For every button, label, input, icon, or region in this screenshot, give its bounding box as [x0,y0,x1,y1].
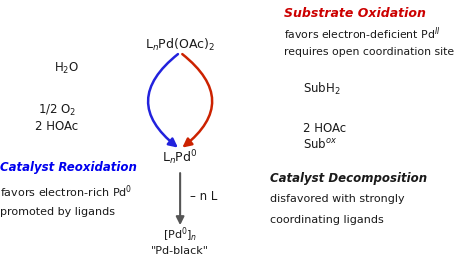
Text: Substrate Oxidation: Substrate Oxidation [284,7,426,20]
Text: L$_n$Pd$^0$: L$_n$Pd$^0$ [162,148,198,167]
Text: requires open coordination site: requires open coordination site [284,47,455,57]
Text: Catalyst Decomposition: Catalyst Decomposition [270,172,427,185]
Text: coordinating ligands: coordinating ligands [270,215,384,225]
Text: [Pd$^0$]$_n$
"Pd-black": [Pd$^0$]$_n$ "Pd-black" [151,226,209,256]
Text: H$_2$O: H$_2$O [54,61,79,76]
Text: Catalyst Reoxidation: Catalyst Reoxidation [0,161,137,174]
Text: L$_n$Pd(OAc)$_2$: L$_n$Pd(OAc)$_2$ [145,36,215,53]
Text: SubH$_2$: SubH$_2$ [303,81,341,97]
Text: favors electron-deficient Pd$^{II}$: favors electron-deficient Pd$^{II}$ [284,26,441,42]
Text: – n L: – n L [190,190,217,203]
Text: 1/2 O$_2$
2 HOAc: 1/2 O$_2$ 2 HOAc [36,103,78,133]
Text: promoted by ligands: promoted by ligands [0,207,115,217]
Text: disfavored with strongly: disfavored with strongly [270,194,405,204]
Text: 2 HOAc
Sub$^{ox}$: 2 HOAc Sub$^{ox}$ [303,122,346,151]
Text: favors electron-rich Pd$^0$: favors electron-rich Pd$^0$ [0,183,132,200]
